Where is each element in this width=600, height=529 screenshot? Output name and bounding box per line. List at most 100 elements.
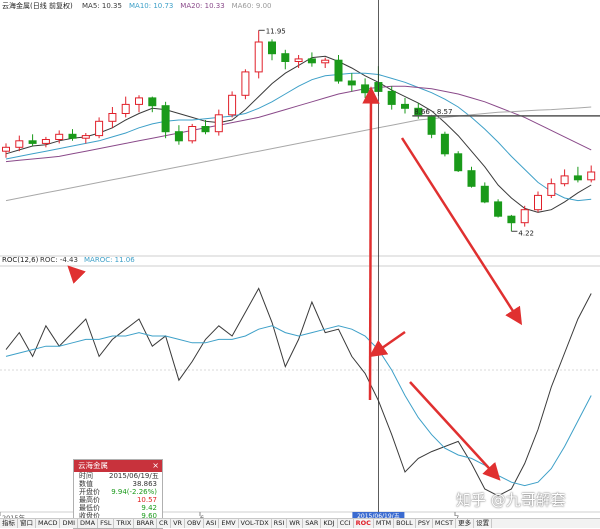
candle bbox=[361, 78, 370, 98]
ma-line-ma20 bbox=[5, 85, 592, 163]
candle-body-down bbox=[148, 97, 157, 107]
candle-body-down bbox=[307, 58, 316, 64]
ma-line-ma10 bbox=[5, 72, 592, 202]
tab-macd[interactable]: MACD bbox=[36, 519, 61, 528]
tab-指标[interactable]: 指标 bbox=[0, 519, 18, 528]
tooltip-row-label: 数值 bbox=[79, 480, 93, 488]
candle-body-up bbox=[294, 58, 303, 63]
tab-mcst[interactable]: MCST bbox=[433, 519, 457, 528]
tab-kdj[interactable]: KDJ bbox=[321, 519, 338, 528]
candle-body-up bbox=[321, 59, 330, 64]
candle bbox=[201, 120, 210, 135]
candle-body-up bbox=[241, 71, 250, 96]
candle-body-down bbox=[387, 90, 396, 105]
candlesticks bbox=[2, 30, 596, 232]
watermark-text: 知乎 @九哥解套 bbox=[456, 491, 566, 509]
tab-boll[interactable]: BOLL bbox=[394, 519, 416, 528]
candle bbox=[480, 182, 489, 204]
candle-body-up bbox=[135, 97, 143, 105]
tab-obv[interactable]: OBV bbox=[185, 519, 204, 528]
candle bbox=[440, 131, 449, 157]
tab-emv[interactable]: EMV bbox=[219, 519, 239, 528]
tab-psy[interactable]: PSY bbox=[416, 519, 433, 528]
candle bbox=[2, 143, 10, 158]
tab-fsl[interactable]: FSL bbox=[98, 519, 115, 528]
candle bbox=[135, 95, 143, 113]
candle bbox=[507, 214, 516, 232]
tooltip-row-label: 收盘价 bbox=[79, 512, 100, 520]
candle-body-down bbox=[268, 41, 276, 55]
tab-dmi[interactable]: DMI bbox=[60, 519, 79, 528]
tab-rsi[interactable]: RSI bbox=[272, 519, 288, 528]
tooltip-row-label: 时间 bbox=[79, 472, 93, 480]
maroc-legend-value: MAROC: 11.06 bbox=[84, 256, 135, 264]
tab-trix[interactable]: TRIX bbox=[114, 519, 135, 528]
candle-body-up bbox=[587, 171, 596, 181]
arrow-down-price bbox=[400, 137, 523, 326]
candle bbox=[534, 191, 542, 213]
candle bbox=[401, 97, 409, 114]
tab-cci[interactable]: CCI bbox=[338, 519, 354, 528]
candle bbox=[241, 69, 250, 100]
candle bbox=[254, 30, 263, 79]
candle bbox=[573, 166, 582, 183]
candle bbox=[387, 86, 396, 110]
candle-body-up bbox=[547, 183, 556, 196]
tab-vr[interactable]: VR bbox=[171, 519, 186, 528]
candle bbox=[587, 165, 596, 183]
candle bbox=[307, 52, 316, 67]
tab-dma[interactable]: DMA bbox=[78, 519, 99, 528]
candle bbox=[68, 129, 77, 141]
tab-更多[interactable]: 更多 bbox=[456, 519, 475, 528]
candle bbox=[95, 117, 104, 139]
tab-brar[interactable]: BRAR bbox=[134, 519, 157, 528]
tooltip-row: 开盘价 9.94(-2.26%) bbox=[74, 488, 162, 496]
tooltip-row-value: 10.57 bbox=[136, 496, 157, 504]
candle bbox=[228, 91, 237, 118]
candle bbox=[547, 178, 556, 198]
tab-cr[interactable]: CR bbox=[157, 519, 172, 528]
close-icon[interactable]: × bbox=[152, 461, 159, 470]
tab-mtm[interactable]: MTM bbox=[374, 519, 395, 528]
candle-body-up bbox=[254, 41, 263, 73]
candle-body-down bbox=[161, 105, 170, 133]
candle bbox=[121, 96, 130, 118]
candle bbox=[281, 49, 290, 70]
candle-body-up bbox=[228, 94, 237, 116]
candle bbox=[427, 114, 436, 139]
tab-roc[interactable]: ROC bbox=[354, 519, 374, 528]
candle-body-down bbox=[334, 59, 343, 82]
tooltip-row: 时间 2015/06/19/五 bbox=[74, 472, 162, 480]
tab-设置[interactable]: 设置 bbox=[474, 519, 493, 528]
x-label-2: 2015/06/19/五 bbox=[357, 513, 400, 520]
candle bbox=[28, 134, 37, 146]
candle-body-down bbox=[68, 133, 77, 139]
tooltip-title-text: 云海金属 bbox=[78, 461, 108, 470]
tab-窗口[interactable]: 窗口 bbox=[18, 519, 36, 528]
candle-body-down bbox=[494, 201, 503, 217]
candle-body-down bbox=[174, 131, 183, 142]
tooltip-row-value: 38.863 bbox=[132, 480, 158, 488]
ma-lines bbox=[5, 55, 592, 213]
candle-body-up bbox=[55, 133, 64, 141]
candle-body-down bbox=[454, 153, 463, 172]
candle-body-down bbox=[361, 84, 370, 94]
tab-sar[interactable]: SAR bbox=[303, 519, 322, 528]
candle bbox=[454, 151, 463, 172]
candle bbox=[268, 39, 276, 61]
candle bbox=[560, 169, 569, 187]
tab-vol-tdx[interactable]: VOL-TDX bbox=[239, 519, 272, 528]
tab-wr[interactable]: WR bbox=[287, 519, 304, 528]
red-arrows bbox=[67, 86, 523, 481]
candle bbox=[148, 96, 157, 113]
tab-asi[interactable]: ASI bbox=[204, 519, 220, 528]
candle bbox=[347, 73, 356, 92]
candle-body-up bbox=[108, 113, 117, 122]
arrow-up-to-crosshair bbox=[362, 86, 380, 401]
range-label: 8.66 - 8.57 bbox=[414, 108, 452, 116]
candle-body-up bbox=[560, 175, 569, 185]
tooltip-row: 最高价 10.57 bbox=[74, 496, 162, 504]
candle bbox=[41, 136, 50, 148]
tooltip-row-value: 2015/06/19/五 bbox=[109, 472, 159, 480]
